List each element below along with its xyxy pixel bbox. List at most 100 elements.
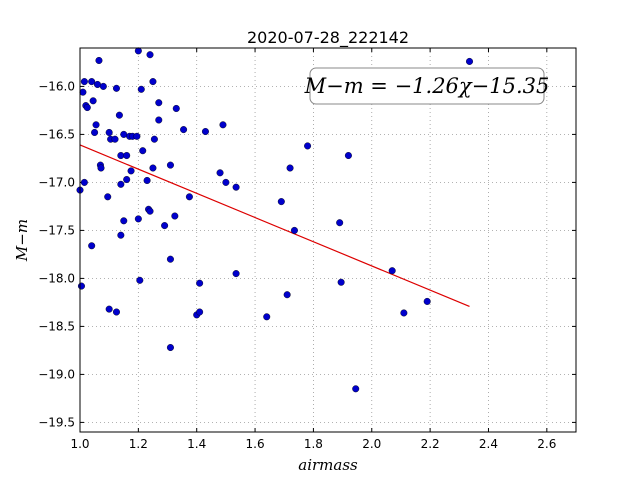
x-tick-label: 1.2	[129, 437, 148, 451]
data-point	[149, 164, 157, 172]
data-point	[143, 176, 151, 184]
data-point	[155, 99, 163, 107]
data-point	[123, 176, 131, 184]
data-point	[95, 56, 103, 64]
data-point	[219, 121, 227, 129]
y-tick-label: −17.5	[38, 223, 75, 237]
data-point	[290, 226, 298, 234]
data-point	[105, 305, 113, 313]
data-point	[283, 291, 291, 299]
data-point	[423, 297, 431, 305]
data-point	[171, 212, 179, 220]
data-point	[79, 88, 87, 96]
data-point	[139, 147, 147, 155]
data-point	[112, 84, 120, 92]
data-point	[112, 308, 120, 316]
y-tick-label: −19.0	[38, 367, 75, 381]
data-point	[180, 126, 188, 134]
data-point	[123, 152, 131, 160]
data-point	[286, 164, 294, 172]
y-axis-label: M−m	[13, 219, 31, 262]
data-point	[304, 142, 312, 150]
data-point	[166, 255, 174, 263]
data-point	[134, 47, 142, 55]
y-tick-label: −18.0	[38, 271, 75, 285]
data-point	[83, 104, 91, 112]
data-point	[136, 276, 144, 284]
data-point	[336, 219, 344, 227]
data-point	[166, 344, 174, 352]
data-point	[216, 169, 224, 177]
data-point	[127, 167, 135, 175]
y-tick-label: −17.0	[38, 175, 75, 189]
data-point	[104, 193, 112, 201]
data-point	[80, 78, 88, 86]
data-point	[344, 152, 352, 160]
data-point	[337, 278, 345, 286]
x-tick-label: 2.4	[479, 437, 498, 451]
x-tick-label: 2.6	[537, 437, 556, 451]
data-point	[400, 309, 408, 317]
data-point	[92, 121, 100, 129]
data-point	[134, 215, 142, 223]
y-tick-label: −16.0	[38, 79, 75, 93]
x-tick-label: 1.4	[187, 437, 206, 451]
data-point	[232, 270, 240, 278]
x-axis-label: airmass	[298, 456, 358, 474]
x-tick-label: 2.0	[362, 437, 381, 451]
data-point	[80, 178, 88, 186]
data-point	[185, 193, 193, 201]
data-point	[88, 78, 96, 86]
data-point	[77, 282, 85, 290]
x-tick-label: 1.8	[304, 437, 323, 451]
data-point	[277, 198, 285, 206]
data-point	[388, 267, 396, 275]
data-point	[88, 242, 96, 250]
y-axis-ticks: −16.0 −16.5 −17.0 −17.5 −18.0 −18.5 −19.0 −19.5	[38, 79, 576, 429]
data-point	[232, 183, 240, 191]
data-point	[146, 207, 154, 215]
data-point	[466, 57, 474, 65]
chart-title: 2020-07-28_222142	[247, 28, 409, 48]
data-point	[105, 128, 113, 136]
plot-frame	[79, 47, 577, 433]
fit-equation: M−m = −1.26χ−15.35	[304, 74, 550, 98]
data-points	[76, 47, 474, 393]
data-point	[196, 279, 204, 287]
data-point	[161, 222, 169, 230]
x-tick-label: 2.2	[421, 437, 440, 451]
data-point	[117, 231, 125, 239]
y-tick-label: −16.5	[38, 127, 75, 141]
data-point	[111, 135, 119, 143]
data-point	[117, 152, 125, 160]
data-point	[201, 128, 209, 136]
x-tick-label: 1.0	[70, 437, 89, 451]
data-point	[97, 164, 105, 172]
data-point	[94, 80, 102, 88]
data-point	[137, 85, 145, 93]
data-point	[99, 82, 107, 90]
grid-lines	[79, 48, 576, 432]
data-point	[91, 128, 99, 136]
data-point	[172, 104, 180, 112]
data-point	[149, 78, 157, 86]
data-point	[150, 135, 158, 143]
data-point	[120, 217, 128, 225]
data-point	[222, 178, 230, 186]
data-point	[115, 111, 123, 119]
data-point	[146, 51, 154, 59]
annotation-box	[309, 67, 545, 105]
data-point	[89, 97, 97, 105]
x-tick-label: 1.6	[246, 437, 265, 451]
data-point	[117, 180, 125, 188]
data-point	[133, 132, 141, 140]
data-point	[352, 385, 360, 393]
y-tick-label: −18.5	[38, 319, 75, 333]
data-point	[263, 313, 271, 321]
fit-annotation: M−m = −1.26χ−15.35	[304, 67, 550, 105]
fit-line	[79, 144, 470, 307]
data-point	[120, 130, 128, 138]
data-point	[166, 161, 174, 169]
data-point	[196, 308, 204, 316]
